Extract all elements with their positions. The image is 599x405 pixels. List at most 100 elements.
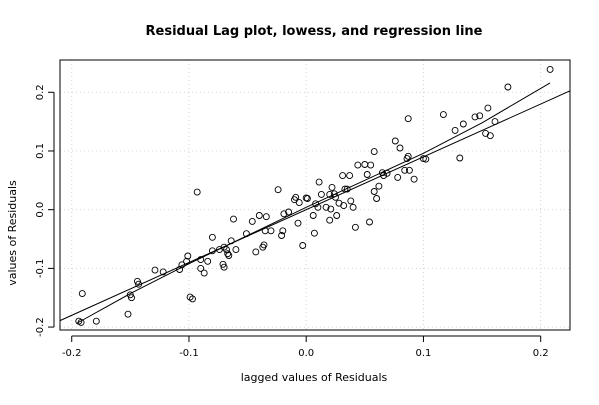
data-point <box>391 137 399 145</box>
data-point <box>280 210 288 218</box>
data-point <box>278 232 286 239</box>
data-point <box>224 250 232 258</box>
y-axis-label: values of Residuals <box>6 180 19 286</box>
data-point <box>184 252 192 260</box>
data-point <box>456 154 464 162</box>
x-tick-label: -0.1 <box>179 348 199 359</box>
data-point <box>225 252 233 259</box>
x-tick-label: 0.1 <box>415 348 431 359</box>
data-point <box>242 230 250 238</box>
chart-title: Residual Lag plot, lowess, and regressio… <box>146 24 483 39</box>
data-point <box>197 256 205 264</box>
data-point <box>77 318 85 326</box>
x-tick-label: 0.2 <box>533 348 549 359</box>
data-point <box>159 268 167 276</box>
data-point <box>363 171 371 178</box>
data-point <box>220 243 228 251</box>
data-point <box>346 172 354 180</box>
data-point <box>351 223 359 231</box>
y-tick-label: 0.0 <box>35 202 46 218</box>
data-point <box>197 264 205 272</box>
data-point <box>383 169 391 177</box>
data-point <box>315 178 323 186</box>
data-point <box>314 203 322 211</box>
data-point <box>279 227 287 235</box>
data-point <box>208 233 216 241</box>
data-point <box>343 185 351 193</box>
data-point <box>504 83 512 91</box>
data-point <box>220 263 228 271</box>
data-point <box>322 203 330 211</box>
data-point <box>340 202 348 210</box>
data-point <box>394 173 402 181</box>
data-point <box>178 261 186 269</box>
data-point <box>486 132 494 140</box>
data-point <box>303 195 311 202</box>
data-point <box>332 193 339 201</box>
data-point <box>219 260 227 268</box>
data-point <box>354 161 362 169</box>
y-tick-label: 0.2 <box>35 84 46 100</box>
data-point <box>380 172 388 180</box>
data-point <box>299 242 307 249</box>
y-tick-label: -0.1 <box>35 259 46 279</box>
data-point <box>375 182 383 190</box>
data-point <box>227 237 235 245</box>
data-point <box>208 247 216 255</box>
data-point <box>252 248 260 256</box>
data-point <box>459 120 467 128</box>
x-axis-label: lagged values of Residuals <box>241 371 388 384</box>
data-point <box>410 175 418 183</box>
data-point <box>404 152 412 160</box>
data-point <box>124 310 132 318</box>
data-point <box>333 212 341 219</box>
data-point <box>262 213 270 221</box>
data-point <box>248 217 256 225</box>
data-point <box>183 257 191 265</box>
data-point <box>261 227 269 235</box>
plot-frame <box>59 59 571 331</box>
data-point <box>422 155 430 163</box>
data-point <box>370 188 378 195</box>
data-point <box>401 166 409 174</box>
data-point <box>189 295 196 303</box>
data-point <box>295 199 303 207</box>
data-point <box>260 241 268 249</box>
data-point <box>310 229 318 237</box>
data-point <box>341 185 349 193</box>
data-point <box>204 257 212 265</box>
data-point <box>274 186 282 194</box>
data-point <box>451 126 459 134</box>
data-point <box>491 118 499 126</box>
data-point <box>151 266 159 274</box>
data-point <box>546 65 554 73</box>
data-point <box>484 104 492 112</box>
data-point <box>200 269 208 277</box>
data-point <box>476 112 484 120</box>
data-point <box>405 166 413 174</box>
data-point <box>292 193 300 201</box>
scatter-points <box>75 65 554 326</box>
grid <box>60 60 570 330</box>
data-point <box>309 212 317 219</box>
data-point <box>361 161 369 168</box>
data-point <box>128 294 135 302</box>
y-tick-label: -0.2 <box>35 317 46 337</box>
data-point <box>349 203 357 211</box>
data-point <box>223 246 230 254</box>
axes: -0.2 -0.1 0.0 0.1 0.2 -0.2 -0.1 0.0 0.1 0.2 <box>35 84 549 359</box>
data-point <box>327 205 335 213</box>
data-point <box>373 195 381 202</box>
data-point <box>326 216 334 224</box>
data-point <box>267 227 275 235</box>
data-point <box>193 188 201 196</box>
data-point <box>317 190 325 198</box>
data-point <box>367 161 375 169</box>
data-point <box>396 144 404 152</box>
data-point <box>312 200 320 208</box>
data-point <box>330 190 338 198</box>
data-point <box>92 317 100 325</box>
data-point <box>232 246 240 254</box>
